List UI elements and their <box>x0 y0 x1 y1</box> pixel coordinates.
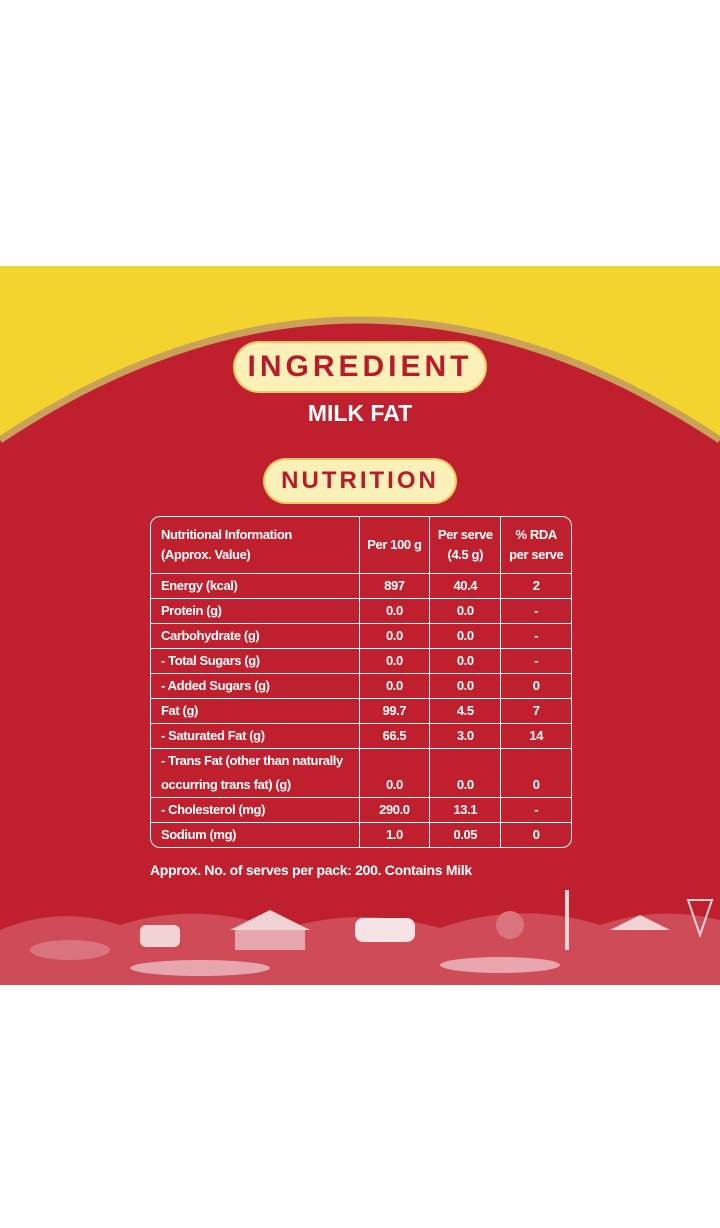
table-cell: 0 <box>500 748 571 798</box>
table-cell: Nutritional Information (Approx. Value) <box>151 517 360 574</box>
cell-line: - Total Sugars (g) <box>161 653 260 668</box>
table-cell: 0.0 <box>429 673 502 699</box>
table-cell: 0.0 <box>429 748 502 798</box>
village-scenery <box>0 890 720 985</box>
table-cell: 1.0 <box>358 822 431 847</box>
table-cell: - Total Sugars (g) <box>151 648 360 674</box>
table-row: - Trans Fat (other than naturally occurri… <box>151 748 571 798</box>
table-cell: - Trans Fat (other than naturally occurri… <box>151 748 360 798</box>
table-cell: Fat (g) <box>151 698 360 724</box>
table-cell: % RDA per serve <box>500 517 571 574</box>
cell-line: - Trans Fat (other than naturally <box>161 753 343 768</box>
table-cell: 40.4 <box>429 573 502 599</box>
cell-line: (4.5 g) <box>447 547 484 562</box>
table-row: Carbohydrate (g) 0.0 0.0- <box>151 623 571 649</box>
cell-line: per serve <box>509 547 564 562</box>
nutrition-heading: NUTRITION <box>265 460 455 502</box>
table-row: Fat (g) 99.7 4.5 7 <box>151 698 571 724</box>
table-cell: 0.0 <box>358 648 431 674</box>
cell-line: Per 100 g <box>367 537 422 552</box>
cell-line: Per serve <box>437 527 493 542</box>
table-cell: 0.0 <box>429 623 502 649</box>
cell-line: Fat (g) <box>161 703 198 718</box>
cell-line: - Saturated Fat (g) <box>161 728 265 743</box>
table-cell: 2 <box>500 573 571 599</box>
table-cell: Energy (kcal) <box>151 573 360 599</box>
table-cell: 0 <box>500 822 571 847</box>
table-cell: Per 100 g <box>358 517 431 574</box>
table-cell: - <box>500 623 571 649</box>
nutrition-table: Nutritional Information (Approx. Value) Pe… <box>150 516 572 848</box>
table-row: Protein (g) 0.0 0.0- <box>151 598 571 624</box>
table-row: - Saturated Fat (g) 66.5 3.0 14 <box>151 723 571 749</box>
table-cell: - <box>500 648 571 674</box>
table-cell: - Cholesterol (mg) <box>151 797 360 823</box>
table-row: - Cholesterol (mg) 290.0 13.1- <box>151 797 571 823</box>
ingredient-heading: INGREDIENT <box>235 343 485 391</box>
cell-line: Sodium (mg) <box>161 827 237 842</box>
table-cell: Per serve (4.5 g) <box>429 517 502 574</box>
table-cell: - <box>500 598 571 624</box>
table-cell: 0.0 <box>429 648 502 674</box>
table-cell: 0.0 <box>429 598 502 624</box>
cell-line: % RDA <box>515 527 558 542</box>
table-row: - Added Sugars (g) 0.0 0.0 0 <box>151 673 571 699</box>
gold-arc <box>0 316 720 443</box>
footnote: Approx. No. of serves per pack: 200. Con… <box>150 862 472 878</box>
table-cell: 0.0 <box>358 598 431 624</box>
cell-line: - Cholesterol (mg) <box>161 802 266 817</box>
header-row: Nutritional Information (Approx. Value) Pe… <box>151 517 571 574</box>
table-cell: 7 <box>500 698 571 724</box>
table-cell: 4.5 <box>429 698 502 724</box>
cell-line: Energy (kcal) <box>161 578 238 593</box>
table-cell: 0.0 <box>358 673 431 699</box>
table-cell: 0.0 <box>358 623 431 649</box>
cell-line: - Added Sugars (g) <box>161 678 270 693</box>
table-cell: - Saturated Fat (g) <box>151 723 360 749</box>
ingredient-text: MILK FAT <box>307 400 413 426</box>
table-row: Sodium (mg) 1.0 0.05 0 <box>151 822 571 847</box>
table-cell: - Added Sugars (g) <box>151 673 360 699</box>
cell-line: occurring trans fat) (g) <box>161 777 291 792</box>
table-cell: 99.7 <box>358 698 431 724</box>
table-cell: 290.0 <box>358 797 431 823</box>
table-cell: 0 <box>500 673 571 699</box>
table-cell: Sodium (mg) <box>151 822 360 847</box>
table-cell: 0.05 <box>429 822 502 847</box>
table-cell: 0.0 <box>358 748 431 798</box>
table-cell: 897 <box>358 573 431 599</box>
table-cell: - <box>500 797 571 823</box>
cell-line: Carbohydrate (g) <box>161 628 260 643</box>
table-cell: 14 <box>500 723 571 749</box>
table-cell: Carbohydrate (g) <box>151 623 360 649</box>
cell-line: (Approx. Value) <box>161 547 251 562</box>
table-row: Energy (kcal) 897 40.4 2 <box>151 573 571 599</box>
table-cell: 3.0 <box>429 723 502 749</box>
table-cell: 13.1 <box>429 797 502 823</box>
cell-line: Nutritional Information <box>161 527 292 542</box>
table-cell: 66.5 <box>358 723 431 749</box>
table-cell: Protein (g) <box>151 598 360 624</box>
table-row: - Total Sugars (g) 0.0 0.0- <box>151 648 571 674</box>
cell-line: Protein (g) <box>161 603 222 618</box>
